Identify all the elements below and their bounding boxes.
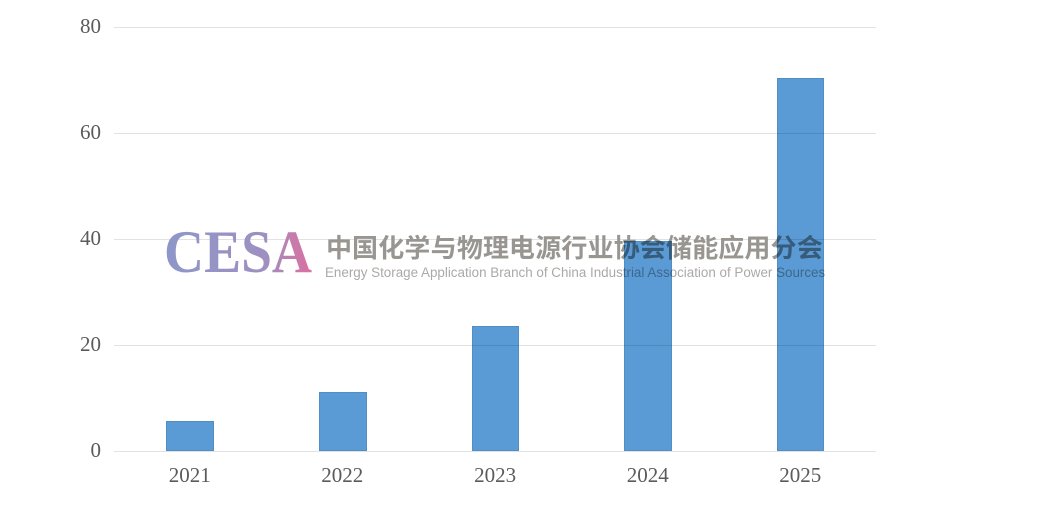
svg-text:CESA: CESA bbox=[164, 222, 312, 285]
